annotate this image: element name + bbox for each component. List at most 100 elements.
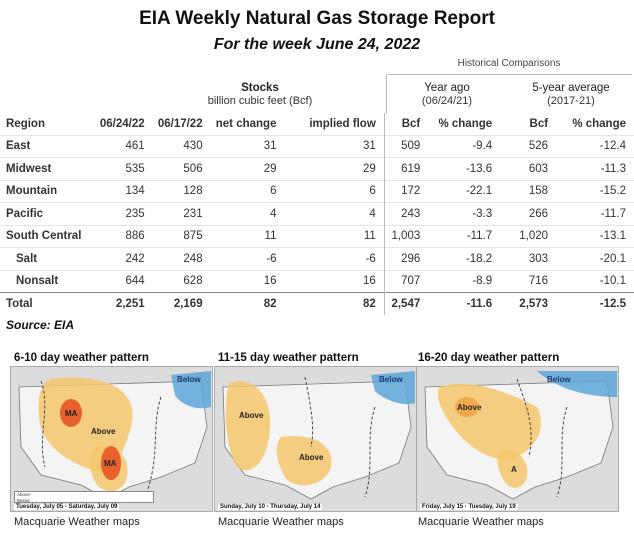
table-cell: 506 <box>152 157 211 180</box>
table-cell: 4 <box>284 202 385 225</box>
us-map-icon <box>215 367 416 511</box>
table-cell: -12.5 <box>556 292 634 315</box>
table-row: East 461 430 31 31 509 -9.4 526 -12.4 <box>0 134 634 158</box>
table-cell: 242 <box>99 247 153 270</box>
weather-map-6-10: MA Above MA Below Above: Below: Tuesday, … <box>10 366 213 512</box>
map-label: Above <box>91 427 116 436</box>
table-cell: 535 <box>99 157 153 180</box>
table-cell: 1,003 <box>383 224 429 248</box>
map-label: Above <box>239 411 264 420</box>
table-cell: -15.2 <box>556 179 634 203</box>
table-cell: 16 <box>284 269 385 293</box>
source-note: Source: EIA <box>6 318 75 332</box>
column-header: 06/24/22 <box>99 117 145 130</box>
region-cell: South Central <box>0 224 100 248</box>
map-label: MA <box>65 409 78 418</box>
table-cell: -6 <box>210 247 285 270</box>
table-cell: 248 <box>152 247 211 270</box>
table-cell: 128 <box>152 179 211 203</box>
map-title: 16-20 day weather pattern <box>418 352 560 364</box>
table-cell: 134 <box>99 179 153 203</box>
map-label: Below <box>379 375 403 384</box>
table-cell: 29 <box>284 157 385 180</box>
table-cell: 707 <box>383 269 429 293</box>
table-cell: 603 <box>500 157 557 180</box>
table-cell: 11 <box>210 224 285 248</box>
table-row: Pacific 235 231 4 4 243 -3.3 266 -11.7 <box>0 202 634 225</box>
table-cell: 509 <box>383 134 429 158</box>
table-cell: 231 <box>152 202 211 225</box>
column-header: 06/17/22 <box>157 117 203 130</box>
table-cell: 2,573 <box>500 292 557 315</box>
map-caption: Macquarie Weather maps <box>14 516 140 528</box>
table-row: Nonsalt 644 628 16 16 707 -8.9 716 -10.1 <box>0 269 634 293</box>
map-label: Above <box>299 453 324 462</box>
table-cell: 29 <box>210 157 285 180</box>
five-year-title: 5-year average <box>532 82 610 94</box>
weather-map-16-20: Above A Below Friday, July 15 - Tuesday,… <box>416 366 619 512</box>
column-header: Region <box>6 117 45 130</box>
map-label: Above <box>457 403 482 412</box>
table-cell: 461 <box>99 134 153 158</box>
historical-comparisons-label: Historical Comparisons <box>457 58 561 69</box>
table-cell: -11.7 <box>428 224 501 248</box>
table-cell: 235 <box>99 202 153 225</box>
table-cell: -9.4 <box>428 134 501 158</box>
table-cell: 172 <box>383 179 429 203</box>
map-label: Below <box>547 375 571 384</box>
table-cell: -13.1 <box>556 224 634 248</box>
table-cell: 243 <box>383 202 429 225</box>
table-row: Salt 242 248 -6 -6 296 -18.2 303 -20.1 <box>0 247 634 270</box>
table-cell: 82 <box>284 292 385 315</box>
table-cell: 31 <box>284 134 385 158</box>
table-cell: 158 <box>500 179 557 203</box>
table-cell: 296 <box>383 247 429 270</box>
table-row: Mountain 134 128 6 6 172 -22.1 158 -15.2 <box>0 179 634 203</box>
table-cell: 430 <box>152 134 211 158</box>
table-cell: 644 <box>99 269 153 293</box>
table-cell: 11 <box>284 224 385 248</box>
table-cell: 526 <box>500 134 557 158</box>
table-cell: 1,020 <box>500 224 557 248</box>
table-cell: 82 <box>210 292 285 315</box>
table-row: Midwest 535 506 29 29 619 -13.6 603 -11.… <box>0 157 634 180</box>
map-title: 6-10 day weather pattern <box>14 352 149 364</box>
column-header: implied flow <box>309 117 376 130</box>
divider <box>386 74 387 114</box>
table-cell: 6 <box>284 179 385 203</box>
table-cell: 266 <box>500 202 557 225</box>
table-cell: 303 <box>500 247 557 270</box>
table-cell: 716 <box>500 269 557 293</box>
table-cell: -18.2 <box>428 247 501 270</box>
table-cell: 2,169 <box>152 292 211 315</box>
region-cell: Pacific <box>0 202 100 225</box>
table-cell: 4 <box>210 202 285 225</box>
table-cell: 619 <box>383 157 429 180</box>
column-header: % change <box>438 117 493 130</box>
table-cell: -8.9 <box>428 269 501 293</box>
year-ago-title: Year ago <box>424 82 470 94</box>
table-cell: 628 <box>152 269 211 293</box>
table-row: South Central 886 875 11 11 1,003 -11.7 … <box>0 224 634 248</box>
table-header-row: Region 06/24/22 06/17/22 net change impl… <box>0 113 634 135</box>
table-cell: -3.3 <box>428 202 501 225</box>
map-title: 11-15 day weather pattern <box>218 352 359 364</box>
map-label: Below <box>177 375 201 384</box>
weather-map-11-15: Above Above Below Sunday, July 10 - Thur… <box>214 366 417 512</box>
table-cell: -11.6 <box>428 292 501 315</box>
table-cell: -22.1 <box>428 179 501 203</box>
region-cell: Midwest <box>0 157 100 180</box>
region-cell: Nonsalt <box>0 269 100 293</box>
five-year-header: 5-year average (2017-21) <box>510 82 632 108</box>
page-title: EIA Weekly Natural Gas Storage Report <box>139 8 495 29</box>
map-legend: Above: Below: <box>14 491 154 503</box>
year-ago-header: Year ago (06/24/21) <box>388 82 506 108</box>
map-date-range: Tuesday, July 05 - Saturday, July 09 <box>14 504 120 510</box>
storage-table: Region 06/24/22 06/17/22 net change impl… <box>0 113 634 315</box>
table-cell: -20.1 <box>556 247 634 270</box>
column-header: net change <box>215 117 277 130</box>
table-cell: 886 <box>99 224 153 248</box>
map-caption: Macquarie Weather maps <box>418 516 544 528</box>
table-cell: 31 <box>210 134 285 158</box>
stocks-unit: billion cubic feet (Bcf) <box>207 95 313 107</box>
